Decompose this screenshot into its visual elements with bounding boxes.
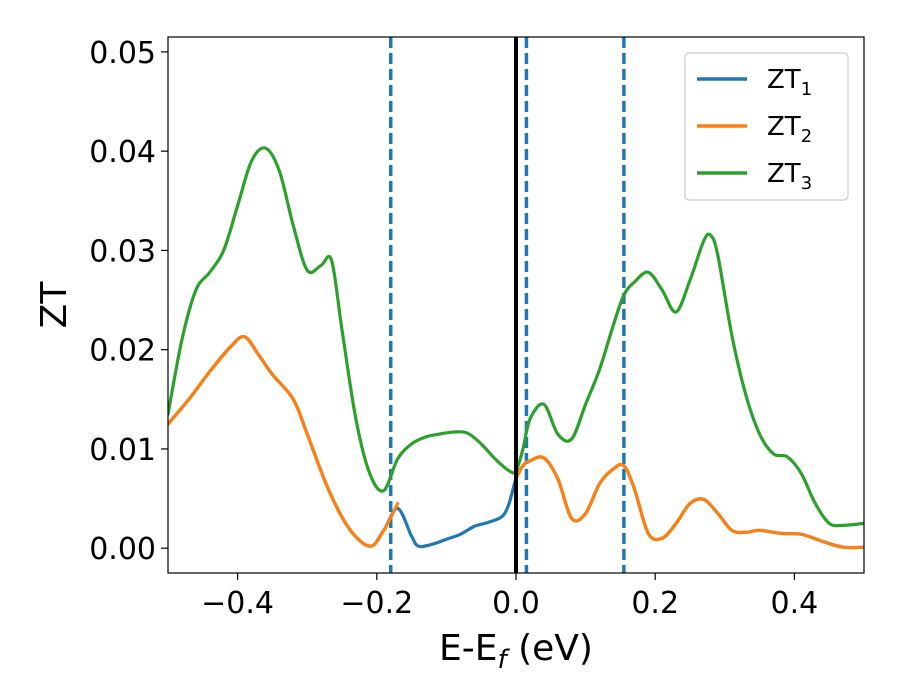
x-tick-label: −0.4 bbox=[201, 586, 274, 621]
vertical-reference-lines bbox=[388, 37, 626, 573]
y-tick-label: 0.01 bbox=[89, 433, 156, 468]
series-lines bbox=[168, 146, 864, 550]
series-line-zt2 bbox=[168, 334, 864, 550]
x-axis-label: E-Ef (eV) bbox=[439, 628, 593, 675]
x-tick-label: 0.0 bbox=[492, 586, 540, 621]
legend-box bbox=[684, 52, 849, 201]
x-axis-label-main: E-E bbox=[439, 628, 497, 669]
y-tick-label: 0.02 bbox=[89, 334, 156, 369]
y-tick-label: 0.05 bbox=[89, 36, 156, 71]
y-axis-label: ZT bbox=[34, 281, 75, 329]
x-axis-ticks: −0.4 −0.2 0.0 0.2 0.4 bbox=[201, 573, 818, 621]
x-tick-label: −0.2 bbox=[340, 586, 413, 621]
legend-label: ZT3 bbox=[767, 159, 812, 194]
x-tick-label: 0.2 bbox=[631, 586, 679, 621]
x-axis-label-unit: (eV) bbox=[507, 628, 593, 669]
series-line-zt3 bbox=[168, 146, 864, 528]
legend: ZT1 ZT2 ZT3 bbox=[684, 52, 849, 201]
x-tick-label: 0.4 bbox=[771, 586, 819, 621]
legend-label: ZT2 bbox=[767, 112, 812, 147]
legend-label: ZT1 bbox=[767, 65, 812, 100]
y-tick-label: 0.03 bbox=[89, 234, 156, 269]
y-tick-label: 0.00 bbox=[89, 532, 156, 567]
y-axis-ticks: 0.00 0.01 0.02 0.03 0.04 0.05 bbox=[89, 36, 168, 567]
y-tick-label: 0.04 bbox=[89, 135, 156, 170]
